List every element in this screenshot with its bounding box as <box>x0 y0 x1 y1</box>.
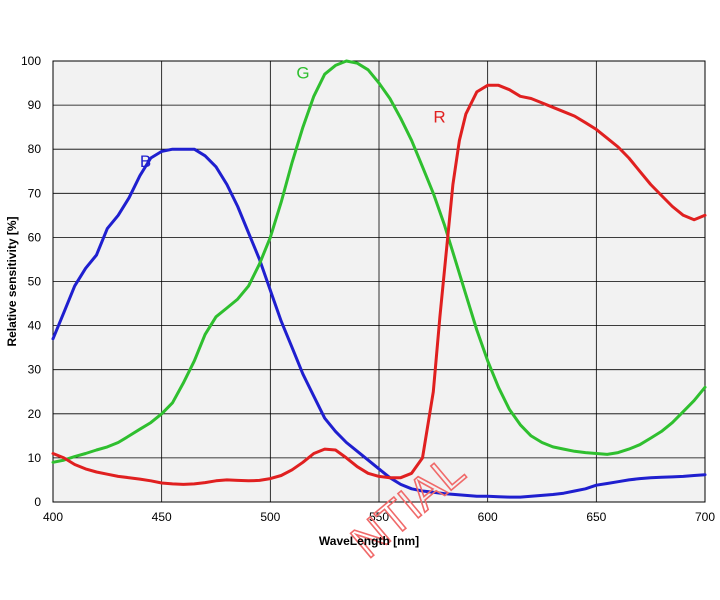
y-tick-label-90: 90 <box>28 98 42 112</box>
series-lines <box>51 59 707 499</box>
x-tick-label-400: 400 <box>43 510 63 524</box>
series-label-B: B <box>140 152 151 171</box>
y-tick-label-70: 70 <box>28 186 42 200</box>
series-line-G <box>51 59 707 464</box>
y-tick-label-0: 0 <box>34 495 41 509</box>
y-tick-label-60: 60 <box>28 230 42 244</box>
x-tick-label-450: 450 <box>152 510 172 524</box>
y-tick-label-30: 30 <box>28 363 42 377</box>
x-tick-label-650: 650 <box>586 510 606 524</box>
y-axis-title: Relative sensitivity [%] <box>5 216 19 346</box>
y-tick-label-10: 10 <box>28 451 42 465</box>
series-label-G: G <box>296 64 309 83</box>
plot-frame <box>52 60 706 503</box>
x-axis-title: WaveLength [nm] <box>319 534 419 548</box>
x-tick-label-550: 550 <box>369 510 389 524</box>
y-tick-label-50: 50 <box>28 275 42 289</box>
y-tick-label-100: 100 <box>21 54 41 68</box>
y-tick-labels: 0 10 20 30 40 50 60 70 80 90 100 <box>21 54 41 509</box>
x-tick-label-700: 700 <box>695 510 715 524</box>
x-tick-labels: 400 450 500 550 600 650 700 <box>43 510 715 524</box>
y-tick-label-20: 20 <box>28 407 42 421</box>
y-tick-label-40: 40 <box>28 319 42 333</box>
y-tick-label-80: 80 <box>28 142 42 156</box>
series-label-R: R <box>433 108 445 127</box>
series-labels: B G R <box>140 64 446 171</box>
x-tick-label-500: 500 <box>260 510 280 524</box>
series-line-B <box>51 147 707 499</box>
series-line-R <box>51 83 707 486</box>
x-tick-label-600: 600 <box>478 510 498 524</box>
